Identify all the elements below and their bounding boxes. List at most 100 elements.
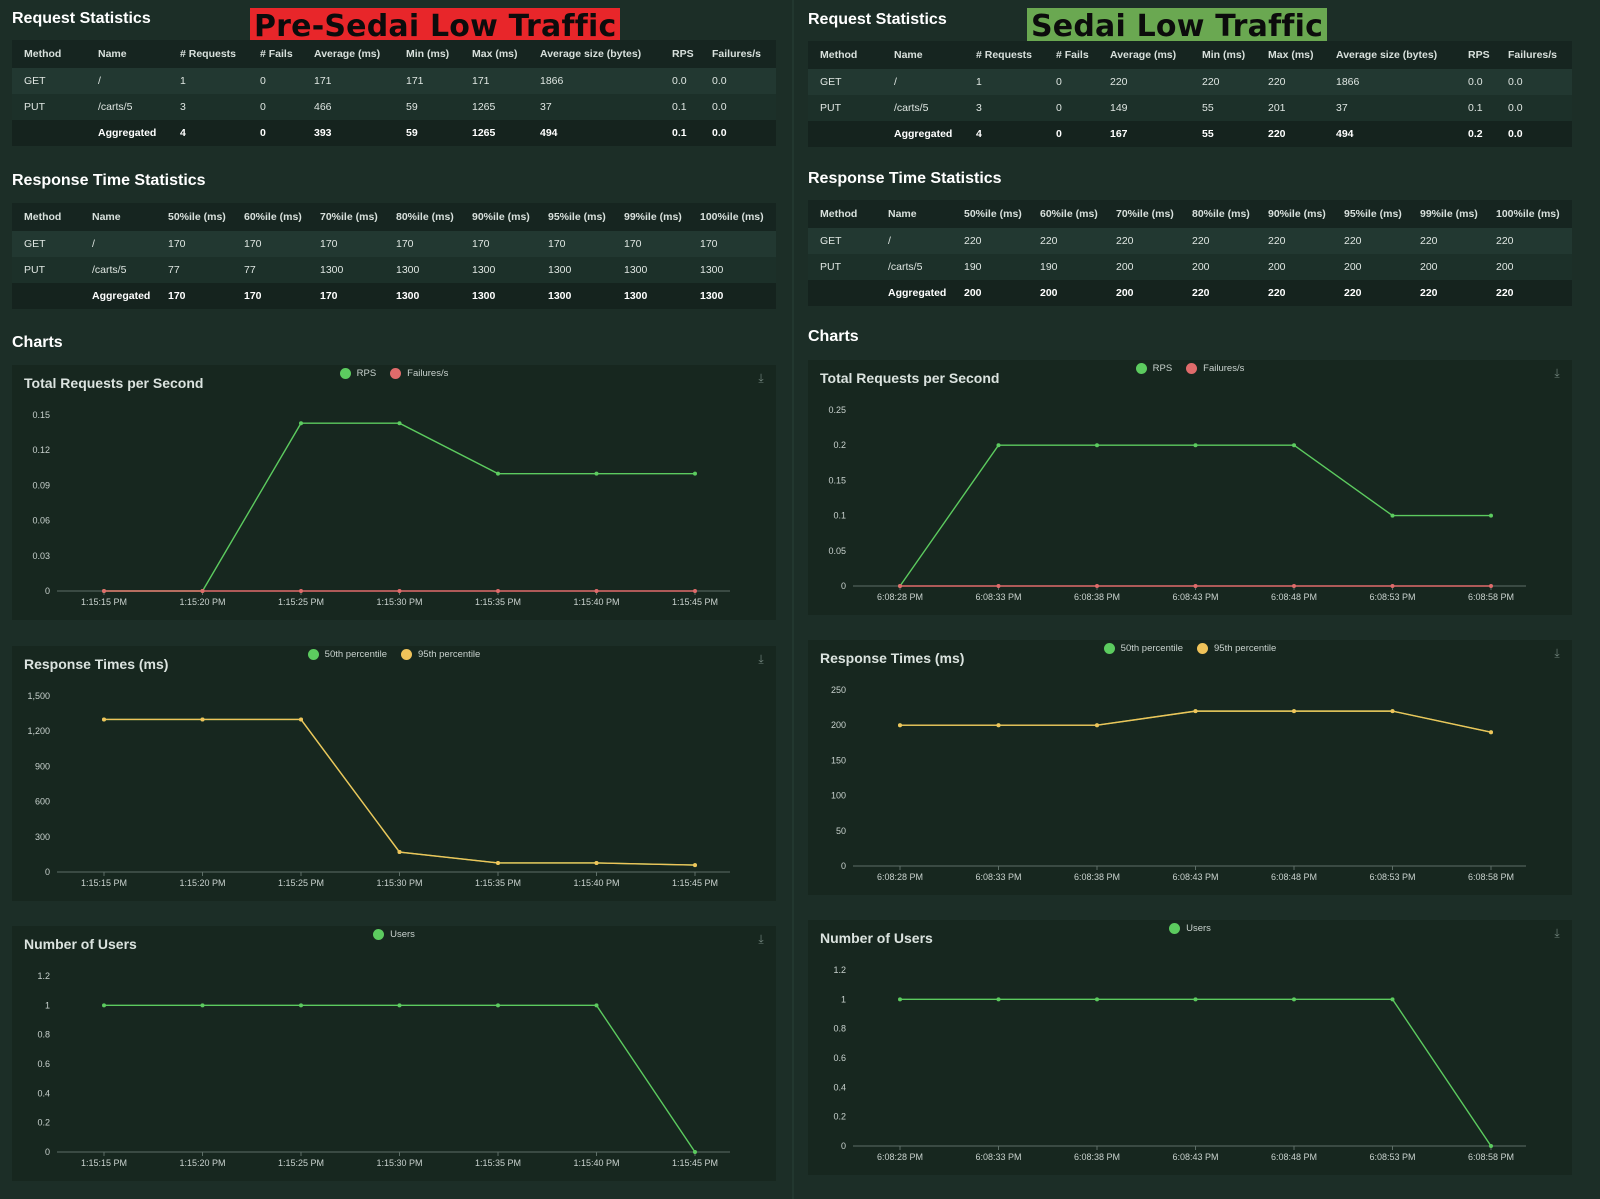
- data-point: [299, 1003, 303, 1008]
- aggregated-row: Aggregated 4 0 393 59 1265 494 0.1 0.0: [12, 120, 776, 146]
- legend-item[interactable]: Users: [1169, 923, 1211, 934]
- table-cell: 200: [952, 280, 1028, 306]
- column-header[interactable]: 50%ile (ms): [156, 203, 232, 231]
- column-header[interactable]: # Requests: [964, 41, 1044, 69]
- response-times-chart: 0 50 100 150 200 250 6:08:28 PM 6:08:33 PM 6:08:…: [808, 640, 1572, 895]
- y-tick-label: 0: [45, 586, 50, 596]
- column-header[interactable]: 100%ile (ms): [688, 203, 776, 231]
- column-header[interactable]: Name: [876, 200, 952, 228]
- column-header[interactable]: 70%ile (ms): [308, 203, 384, 231]
- table-cell: 1265: [460, 120, 528, 146]
- column-header[interactable]: Average size (bytes): [528, 40, 660, 68]
- data-point: [693, 1150, 697, 1154]
- table-cell: 220: [1098, 69, 1190, 95]
- legend-item[interactable]: RPS: [1135, 363, 1172, 374]
- data-point: [1489, 1144, 1493, 1148]
- table-cell: /carts/5: [882, 95, 964, 121]
- column-header[interactable]: Min (ms): [394, 40, 460, 68]
- column-header[interactable]: 60%ile (ms): [232, 203, 308, 231]
- legend-item[interactable]: Failures/s: [390, 368, 448, 379]
- column-header[interactable]: 50%ile (ms): [952, 200, 1028, 228]
- column-header[interactable]: Average size (bytes): [1324, 41, 1456, 69]
- column-header[interactable]: Average (ms): [1098, 41, 1190, 69]
- data-point: [1489, 513, 1493, 518]
- column-header[interactable]: Max (ms): [1256, 41, 1324, 69]
- x-tick-label: 1:15:20 PM: [179, 597, 225, 607]
- column-header[interactable]: # Fails: [1044, 41, 1098, 69]
- download-icon[interactable]: ⤓: [758, 932, 764, 946]
- table-cell: 1300: [612, 283, 688, 309]
- legend-dot-icon: [1103, 643, 1115, 654]
- table-cell: 494: [1324, 121, 1456, 147]
- download-icon[interactable]: ⤓: [1554, 366, 1560, 380]
- column-header[interactable]: Name: [882, 41, 964, 69]
- download-icon[interactable]: ⤓: [758, 371, 764, 385]
- column-header[interactable]: Method: [12, 40, 86, 68]
- data-point: [693, 471, 697, 476]
- column-header[interactable]: 90%ile (ms): [460, 203, 536, 231]
- table-cell: [12, 283, 80, 309]
- column-header[interactable]: 70%ile (ms): [1104, 200, 1180, 228]
- column-header[interactable]: Failures/s: [700, 40, 776, 68]
- chart-title: Number of Users: [820, 930, 933, 946]
- column-header[interactable]: Failures/s: [1496, 41, 1572, 69]
- data-point: [996, 997, 1001, 1002]
- column-header[interactable]: RPS: [1456, 41, 1496, 69]
- legend-item[interactable]: Failures/s: [1186, 363, 1244, 374]
- column-header[interactable]: Name: [80, 203, 156, 231]
- download-icon[interactable]: ⤓: [1554, 926, 1560, 940]
- column-header[interactable]: 80%ile (ms): [1180, 200, 1256, 228]
- column-header[interactable]: Method: [808, 200, 876, 228]
- column-header[interactable]: Average (ms): [302, 40, 394, 68]
- table-cell: 170: [536, 231, 612, 257]
- legend-dot-icon: [390, 368, 402, 379]
- data-point: [1095, 584, 1099, 588]
- legend-item[interactable]: 50th percentile: [1103, 643, 1183, 654]
- data-point: [1292, 443, 1296, 448]
- chart-plot: 0 0.2 0.4 0.6 0.8 1 1.2 6:08:28 PM 6:08:33 PM 6:0…: [833, 965, 1526, 1162]
- column-header[interactable]: 95%ile (ms): [1332, 200, 1408, 228]
- download-icon[interactable]: ⤓: [758, 652, 764, 666]
- table-cell: /: [80, 231, 156, 257]
- column-header[interactable]: # Fails: [248, 40, 302, 68]
- column-header[interactable]: 99%ile (ms): [1408, 200, 1484, 228]
- legend-item[interactable]: 95th percentile: [1197, 643, 1276, 654]
- column-header[interactable]: 100%ile (ms): [1484, 200, 1572, 228]
- download-icon[interactable]: ⤓: [1554, 646, 1560, 660]
- column-header[interactable]: 60%ile (ms): [1028, 200, 1104, 228]
- legend-item[interactable]: RPS: [339, 368, 376, 379]
- legend-item[interactable]: 50th percentile: [307, 649, 387, 660]
- column-header[interactable]: Method: [12, 203, 80, 231]
- data-point: [496, 471, 500, 476]
- column-header[interactable]: 95%ile (ms): [536, 203, 612, 231]
- chart-title: Total Requests per Second: [820, 370, 1000, 386]
- users-chart: 0 0.2 0.4 0.6 0.8 1 1.2 6:08:28 PM 6:08:33 PM 6:0…: [808, 920, 1572, 1175]
- table-cell: 200: [1104, 280, 1180, 306]
- data-point: [996, 584, 1001, 588]
- table-cell: 220: [1484, 280, 1572, 306]
- x-tick-label: 6:08:58 PM: [1468, 872, 1514, 882]
- column-header[interactable]: Method: [808, 41, 882, 69]
- column-header[interactable]: 99%ile (ms): [612, 203, 688, 231]
- x-tick-label: 1:15:45 PM: [672, 878, 718, 888]
- legend-item[interactable]: 95th percentile: [401, 649, 480, 660]
- legend-label: Failures/s: [1203, 363, 1245, 374]
- column-header[interactable]: 80%ile (ms): [384, 203, 460, 231]
- table-cell: 220: [1180, 228, 1256, 254]
- table-cell: [12, 120, 86, 146]
- column-header[interactable]: Name: [86, 40, 168, 68]
- column-header[interactable]: 90%ile (ms): [1256, 200, 1332, 228]
- table-cell: 3: [168, 94, 248, 120]
- response-time-statistics-table: Method Name 50%ile (ms) 60%ile (ms) 70%i…: [808, 200, 1572, 306]
- column-header[interactable]: Max (ms): [460, 40, 528, 68]
- data-point: [898, 723, 902, 728]
- column-header[interactable]: # Requests: [168, 40, 248, 68]
- x-tick-label: 6:08:33 PM: [975, 1152, 1021, 1162]
- legend-item[interactable]: Users: [373, 929, 415, 940]
- y-tick-label: 50: [836, 826, 846, 836]
- x-tick-label: 1:15:35 PM: [475, 1158, 521, 1168]
- data-point: [1292, 997, 1296, 1002]
- column-header[interactable]: Min (ms): [1190, 41, 1256, 69]
- table-cell: 4: [168, 120, 248, 146]
- column-header[interactable]: RPS: [660, 40, 700, 68]
